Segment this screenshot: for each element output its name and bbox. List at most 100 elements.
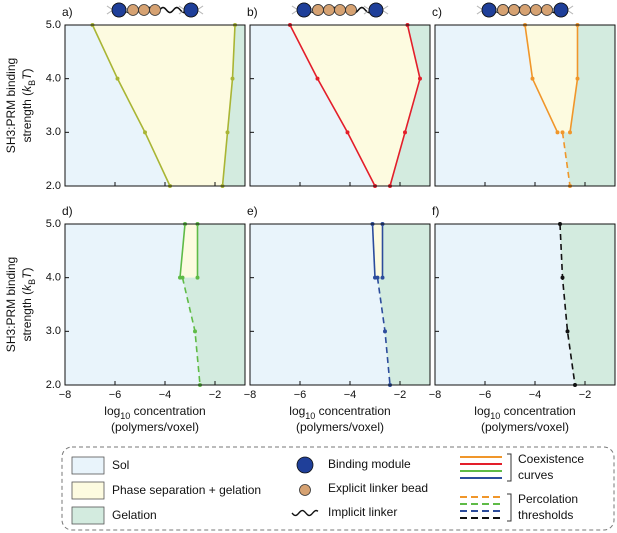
data-point: [555, 130, 560, 135]
y-tick-label: 4.0: [46, 73, 61, 85]
data-point: [195, 275, 200, 280]
x-tick-label: −8: [59, 389, 72, 401]
x-axis-label-part: concentration: [130, 404, 205, 418]
percolation-line: [561, 132, 571, 187]
plot-frame: [434, 24, 616, 187]
y-axis-label-part: k: [20, 284, 34, 291]
x-axis-label: (polymers/voxel): [481, 420, 569, 434]
icon-bead: [138, 4, 150, 16]
legend-module: [296, 456, 314, 474]
y-axis-label: strength (kBT): [20, 68, 37, 142]
gelation-region: [390, 25, 430, 186]
coexistence-line: [221, 24, 236, 187]
legend-bracket: [507, 493, 512, 522]
y-axis-label-part: B: [27, 279, 37, 285]
legend-bracket: [507, 453, 512, 482]
gelation-region: [562, 25, 615, 186]
x-tick-label: −2: [209, 389, 222, 401]
y-tick-label: 3.0: [46, 126, 61, 138]
legend-swatch: [71, 506, 105, 525]
data-point: [575, 76, 580, 81]
legend-linker: [291, 509, 319, 517]
panel-label: b): [247, 5, 258, 19]
data-point: [565, 329, 570, 334]
legend-label: Implicit linker: [328, 505, 397, 519]
panel-label: e): [247, 204, 258, 218]
y-axis-label-part: k: [20, 85, 34, 92]
gelation-region: [222, 25, 245, 186]
icon-bead: [508, 4, 520, 16]
data-point: [568, 130, 572, 135]
legend-bead: [299, 484, 311, 496]
legend-label: Binding module: [328, 457, 411, 471]
panel-label: c): [432, 5, 442, 19]
data-point: [315, 76, 320, 81]
y-tick-label: 4.0: [46, 272, 61, 284]
panel-label: a): [62, 5, 73, 19]
legend-label: Coexistence: [518, 452, 584, 466]
x-axis-label-part: 10: [120, 411, 130, 421]
x-axis-label-part: concentration: [315, 404, 390, 418]
x-tick-label: −2: [579, 389, 592, 401]
x-axis-label-part: 10: [305, 411, 315, 421]
x-axis-label-part: log: [474, 404, 490, 418]
x-axis-label-part: concentration: [500, 404, 575, 418]
y-axis-label-part: B: [27, 80, 37, 86]
data-point: [193, 329, 197, 334]
legend-label: Sol: [112, 458, 129, 472]
gelation-region: [377, 224, 430, 385]
x-axis-label: log10 concentration: [289, 404, 390, 421]
y-axis-label: SH3:PRM binding: [4, 58, 18, 153]
y-tick-label: 2.0: [46, 379, 61, 391]
x-axis-label: log10 concentration: [104, 404, 205, 421]
legend-label: Phase separation + gelation: [112, 483, 261, 497]
plot-frame: [64, 24, 246, 187]
y-tick-label: 2.0: [46, 180, 61, 192]
plot-frame: [434, 223, 616, 386]
x-tick-label: −8: [244, 389, 257, 401]
x-tick-label: −6: [109, 389, 122, 401]
plot-frame: [249, 223, 431, 386]
data-point: [383, 329, 387, 334]
icon-bead: [323, 4, 335, 16]
coexistence-line: [371, 223, 376, 278]
legend-label: thresholds: [518, 508, 573, 522]
legend-label: Percolation: [518, 492, 578, 506]
icon-bead: [127, 4, 139, 16]
icon-bead: [312, 4, 324, 16]
icon-module: [111, 2, 127, 18]
icon-bead: [334, 4, 346, 16]
coexistence-line: [179, 223, 186, 278]
legend-label: Gelation: [112, 508, 157, 522]
data-point: [560, 130, 565, 135]
percolation-line: [559, 223, 576, 386]
panel-label: f): [432, 204, 439, 218]
x-tick-label: −4: [344, 389, 357, 401]
x-tick-label: −8: [429, 389, 442, 401]
coexistence-line: [91, 24, 171, 187]
data-point: [560, 275, 565, 280]
icon-bead: [149, 4, 161, 16]
icon-bead: [530, 4, 542, 16]
data-point: [143, 130, 147, 135]
x-tick-label: −4: [159, 389, 172, 401]
x-axis-label-part: 10: [490, 411, 500, 421]
icon-bead: [519, 4, 531, 16]
icon-module: [481, 2, 497, 18]
x-tick-label: −6: [479, 389, 492, 401]
x-tick-label: −6: [294, 389, 307, 401]
y-axis-label-part: T: [20, 270, 34, 279]
y-tick-label: 5.0: [46, 19, 61, 31]
icon-module: [553, 2, 569, 18]
x-axis-label: log10 concentration: [474, 404, 575, 421]
y-axis-label: SH3:PRM binding: [4, 257, 18, 352]
y-tick-label: 5.0: [46, 218, 61, 230]
x-tick-label: −4: [529, 389, 542, 401]
x-axis-label: (polymers/voxel): [296, 420, 384, 434]
icon-bead: [345, 4, 357, 16]
phase-separation-region: [525, 25, 578, 133]
y-tick-label: 3.0: [46, 325, 61, 337]
icon-bead: [541, 4, 553, 16]
y-axis-label-part: strength (: [20, 291, 34, 342]
